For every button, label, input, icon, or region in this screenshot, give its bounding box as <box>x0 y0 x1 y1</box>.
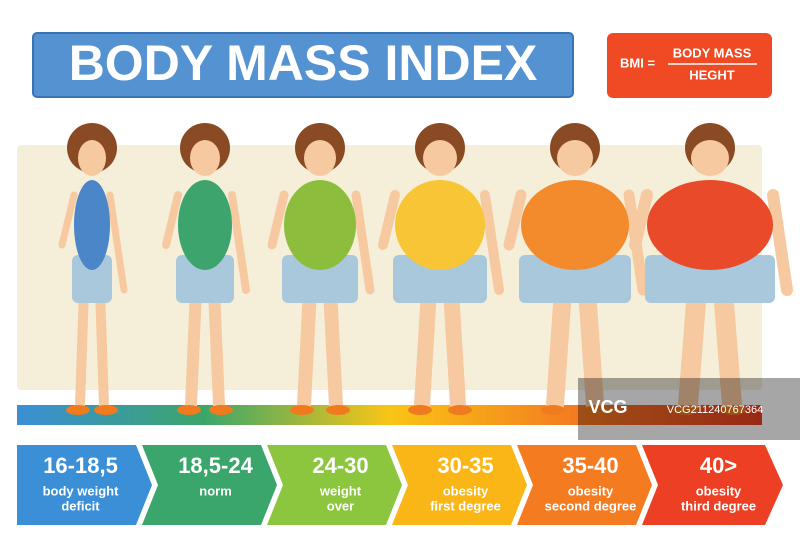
category-label: over <box>327 498 354 513</box>
arm <box>351 190 375 295</box>
leg <box>95 285 109 410</box>
shoe <box>408 405 432 415</box>
formula-numerator: BODY MASS <box>673 45 752 60</box>
shorts <box>393 255 487 303</box>
arm <box>106 191 128 294</box>
leg <box>578 281 604 414</box>
formula-denominator: HEGHT <box>689 67 735 82</box>
formula-left: BMI = <box>620 55 655 70</box>
category-label: weight <box>319 483 362 498</box>
arm <box>378 190 400 250</box>
arm <box>228 191 250 294</box>
face <box>304 140 336 176</box>
shoe <box>541 405 565 415</box>
category-range: 35-40 <box>562 453 618 478</box>
watermark-id: VCG211240767364 <box>667 404 763 416</box>
shoe <box>290 405 314 415</box>
arm <box>58 191 78 249</box>
arm <box>767 189 793 296</box>
category-range: 30-35 <box>437 453 493 478</box>
torso <box>74 180 110 270</box>
face <box>557 140 593 176</box>
arm <box>480 190 504 295</box>
arm <box>267 190 289 250</box>
shorts <box>176 255 234 303</box>
category-chevron <box>267 445 402 525</box>
arm <box>503 189 527 251</box>
category-chevron <box>517 445 652 525</box>
gradient-strip <box>17 405 762 425</box>
figure <box>629 123 793 415</box>
shoe <box>674 405 698 415</box>
shoe <box>722 405 746 415</box>
face <box>190 140 220 176</box>
category-label: obesity <box>443 483 489 498</box>
figure <box>503 123 649 415</box>
leg <box>208 284 225 411</box>
category-label: third degree <box>681 498 756 513</box>
category-range: 40> <box>700 453 737 478</box>
category-label: second degree <box>545 498 637 513</box>
shoe <box>585 405 609 415</box>
leg <box>414 282 437 413</box>
face <box>423 140 457 176</box>
category-range: 18,5-24 <box>178 453 253 478</box>
shoe <box>94 405 118 415</box>
watermark-logo: VCG <box>588 397 627 417</box>
category-chevron <box>392 445 527 525</box>
torso <box>284 180 356 270</box>
torso <box>395 180 485 270</box>
leg <box>75 285 89 410</box>
category-label: body weight <box>43 483 120 498</box>
category-chevron <box>17 445 152 525</box>
arm <box>629 189 653 251</box>
torso <box>178 180 232 270</box>
face <box>691 140 729 176</box>
shorts <box>519 255 631 303</box>
shoe <box>448 405 472 415</box>
category-label: obesity <box>696 483 742 498</box>
shoe <box>66 405 90 415</box>
leg <box>443 282 466 413</box>
leg <box>185 284 202 411</box>
shoe <box>326 405 350 415</box>
formula-box <box>607 33 772 98</box>
leg <box>546 281 572 414</box>
leg <box>323 283 343 412</box>
category-chevron <box>142 445 277 525</box>
shorts <box>72 255 112 303</box>
figure <box>267 123 375 415</box>
figure <box>58 123 128 415</box>
category-range: 24-30 <box>312 453 368 478</box>
title-box <box>32 32 574 98</box>
figure <box>162 123 250 415</box>
category-range: 16-18,5 <box>43 453 118 478</box>
watermark-bg <box>578 378 800 440</box>
face <box>78 140 106 176</box>
category-chevron <box>642 445 783 525</box>
leg <box>678 280 707 415</box>
torso <box>521 180 629 270</box>
category-label: obesity <box>568 483 614 498</box>
leg <box>297 283 317 412</box>
category-label: deficit <box>61 498 100 513</box>
category-label: norm <box>199 483 232 498</box>
shoe <box>209 405 233 415</box>
shorts <box>282 255 358 303</box>
figures <box>58 123 793 415</box>
category-label: first degree <box>430 498 501 513</box>
figure <box>378 123 504 415</box>
leg <box>713 280 742 415</box>
shoe <box>177 405 201 415</box>
torso <box>647 180 773 270</box>
title: BODY MASS INDEX <box>69 35 538 91</box>
shorts <box>645 255 775 303</box>
arm <box>162 191 182 249</box>
